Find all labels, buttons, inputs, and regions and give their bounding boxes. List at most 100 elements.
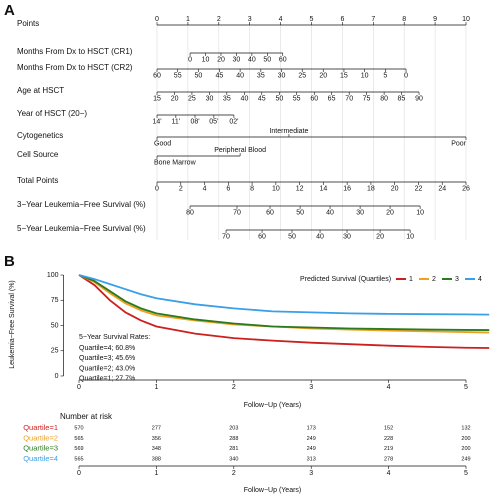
risk-x-tick-label: 5 bbox=[464, 470, 468, 477]
x-tick-label: 1 bbox=[154, 384, 158, 391]
tick-label: 60 bbox=[310, 95, 318, 102]
tick-label: 1 bbox=[186, 16, 190, 23]
tick-label: 18 bbox=[367, 185, 375, 192]
row-label: Total Points bbox=[17, 176, 58, 185]
risk-x-tick-label: 4 bbox=[387, 470, 391, 477]
x-tick-label: 5 bbox=[464, 384, 468, 391]
tick-label: 15 bbox=[340, 72, 348, 79]
risk-count: 569 bbox=[74, 446, 83, 452]
risk-count: 219 bbox=[384, 446, 393, 452]
tick-label: 10 bbox=[416, 209, 424, 216]
tick-label: 30 bbox=[233, 56, 241, 63]
annotation-title: 5−Year Survival Rates: bbox=[79, 334, 150, 341]
row-label: Points bbox=[17, 19, 39, 28]
row-label: Cell Source bbox=[17, 150, 59, 159]
tick-label: 85 bbox=[398, 95, 406, 102]
tick-label: 10 bbox=[272, 185, 280, 192]
tick-label: 50 bbox=[263, 56, 271, 63]
legend-label: 4 bbox=[478, 276, 482, 283]
tick-label: 35 bbox=[223, 95, 231, 102]
tick-label: 55 bbox=[174, 72, 182, 79]
tick-label: 02' bbox=[229, 118, 238, 125]
tick-label: 2 bbox=[217, 16, 221, 23]
tick-label: 10 bbox=[202, 56, 210, 63]
tick-label: 6 bbox=[340, 16, 344, 23]
tick-label: 75 bbox=[363, 95, 371, 102]
risk-count: 278 bbox=[384, 456, 393, 462]
tick-label: 20 bbox=[217, 56, 225, 63]
tick-label: 0 bbox=[404, 72, 408, 79]
tick-label: Peripheral Blood bbox=[214, 147, 266, 154]
tick-label: 8 bbox=[250, 185, 254, 192]
tick-label: 40 bbox=[316, 233, 324, 240]
tick-label: 50 bbox=[195, 72, 203, 79]
risk-count: 200 bbox=[461, 436, 470, 442]
risk-count: 356 bbox=[152, 436, 161, 442]
tick-label: 45 bbox=[216, 72, 224, 79]
legend-label: 2 bbox=[432, 276, 436, 283]
tick-label: 40 bbox=[326, 209, 334, 216]
tick-label: 11' bbox=[172, 118, 181, 125]
risk-count: 348 bbox=[152, 446, 161, 452]
tick-label: 15 bbox=[153, 95, 161, 102]
panel-label: B bbox=[4, 253, 15, 270]
y-tick-label: 75 bbox=[51, 297, 59, 304]
tick-label: 2 bbox=[179, 185, 183, 192]
tick-label: 0 bbox=[155, 16, 159, 23]
tick-label: 30 bbox=[356, 209, 364, 216]
annotation-line: Quartile=1; 27.7% bbox=[79, 376, 135, 383]
y-axis-title: Leukemia−Free Survival (%) bbox=[9, 280, 16, 369]
row-label: 5−Year Leukemia−Free Survival (%) bbox=[17, 224, 146, 233]
risk-x-tick-label: 2 bbox=[232, 470, 236, 477]
tick-label: 55 bbox=[293, 95, 301, 102]
tick-label: 30 bbox=[206, 95, 214, 102]
tick-label: Bone Marrow bbox=[154, 159, 197, 166]
x-axis-title: Follow−Up (Years) bbox=[244, 402, 302, 409]
tick-label: 60 bbox=[153, 72, 161, 79]
tick-label: 20 bbox=[171, 95, 179, 102]
tick-label: 05' bbox=[209, 118, 218, 125]
risk-count: 249 bbox=[307, 436, 316, 442]
risk-count: 281 bbox=[229, 446, 238, 452]
panel-label: A bbox=[4, 2, 15, 19]
tick-label: 10 bbox=[406, 233, 414, 240]
tick-label: Poor bbox=[451, 140, 466, 147]
tick-label: Good bbox=[154, 140, 171, 147]
y-tick-label: 0 bbox=[55, 373, 59, 380]
tick-label: 4 bbox=[279, 16, 283, 23]
annotation-line: Quartile=2; 43.0% bbox=[79, 365, 135, 372]
risk-count: 277 bbox=[152, 425, 161, 431]
risk-row-label: Quartile=2 bbox=[23, 433, 58, 442]
risk-row-label: Quartile=1 bbox=[23, 423, 58, 432]
tick-label: 0 bbox=[188, 56, 192, 63]
risk-count: 288 bbox=[229, 436, 238, 442]
tick-label: 20 bbox=[386, 209, 394, 216]
tick-label: 08' bbox=[190, 118, 199, 125]
risk-count: 132 bbox=[461, 425, 470, 431]
tick-label: 5 bbox=[383, 72, 387, 79]
tick-label: Intermediate bbox=[269, 128, 308, 135]
tick-label: 8 bbox=[402, 16, 406, 23]
row-label: 3−Year Leukemia−Free Survival (%) bbox=[17, 200, 146, 209]
tick-label: 25 bbox=[188, 95, 196, 102]
risk-x-tick-label: 3 bbox=[309, 470, 313, 477]
tick-label: 70 bbox=[222, 233, 230, 240]
legend-title: Predicted Survival (Quartiles) bbox=[300, 276, 391, 283]
risk-count: 388 bbox=[152, 456, 161, 462]
tick-label: 16 bbox=[343, 185, 351, 192]
tick-label: 90 bbox=[415, 95, 423, 102]
tick-label: 10 bbox=[361, 72, 369, 79]
tick-label: 65 bbox=[328, 95, 336, 102]
risk-count: 313 bbox=[307, 456, 316, 462]
survival-curve bbox=[78, 274, 490, 331]
tick-label: 5 bbox=[310, 16, 314, 23]
risk-count: 173 bbox=[307, 425, 316, 431]
risk-count: 570 bbox=[74, 425, 83, 431]
row-label: Months From Dx to HSCT (CR2) bbox=[17, 63, 133, 72]
risk-x-tick-label: 0 bbox=[77, 470, 81, 477]
risk-count: 565 bbox=[74, 436, 83, 442]
survival-curve bbox=[78, 274, 490, 349]
tick-label: 26 bbox=[462, 185, 470, 192]
risk-count: 228 bbox=[384, 436, 393, 442]
risk-count: 200 bbox=[461, 446, 470, 452]
